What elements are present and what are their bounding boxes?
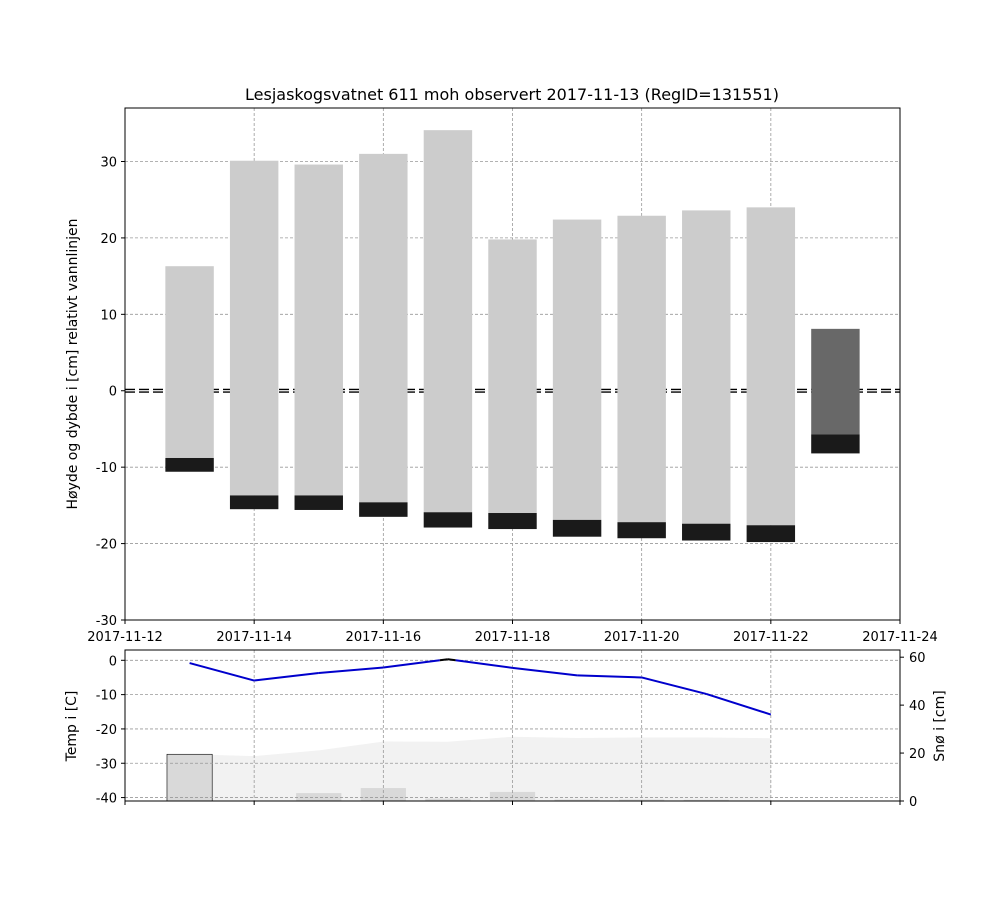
temperature-line (512, 666, 578, 677)
snow-bar (294, 164, 343, 496)
temperature-line (439, 658, 449, 662)
top-y-axis-label: Høyde og dybde i [cm] relativt vannlinje… (65, 218, 81, 509)
snow-bar (682, 210, 731, 524)
bottom-y2-tick-label: 60 (909, 651, 926, 666)
snow-bar (165, 266, 214, 458)
bottom-y-axis-label: Temp i [C] (64, 691, 80, 763)
bottom-y-tick-label: -20 (96, 723, 117, 738)
temperature-line (383, 659, 440, 669)
snow-bar (359, 153, 408, 503)
top-x-tick-label: 2017-11-24 (862, 630, 938, 645)
new-snow-bar (360, 788, 406, 801)
ice-bar (229, 495, 279, 510)
top-x-tick-label: 2017-11-12 (87, 630, 163, 645)
bottom-y2-tick-label: 0 (909, 795, 917, 810)
temperature-line (641, 676, 707, 695)
snow-bar (552, 219, 602, 520)
ice-bar (294, 495, 343, 510)
ice-bar (488, 513, 537, 530)
bottom-y-tick-label: -30 (96, 757, 117, 772)
top-x-tick-label: 2017-11-22 (733, 630, 809, 645)
ice-bar (552, 519, 602, 537)
bottom-y2-tick-label: 20 (909, 747, 926, 762)
slush-bar (811, 328, 860, 435)
temperature-line (577, 674, 642, 679)
top-y-tick-label: -30 (96, 614, 117, 629)
snow-bar (423, 130, 473, 513)
temperature-line (705, 692, 772, 716)
snow-depth-area (189, 736, 771, 801)
top-y-tick-label: 0 (109, 385, 117, 400)
ice-bar (617, 522, 666, 539)
top-y-tick-label: 30 (100, 155, 117, 170)
temperature-line (254, 671, 319, 682)
snow-bar (229, 160, 279, 496)
bottom-plot-frame (124, 649, 901, 802)
ice-bar (811, 434, 860, 454)
new-snow-bar (554, 799, 600, 801)
new-snow-bar (683, 799, 729, 801)
new-snow-bar (425, 798, 471, 801)
bottom-y2-axis-label: Snø i [cm] (932, 690, 948, 761)
bottom-y-tick-label: -10 (96, 689, 117, 704)
top-x-tick-label: 2017-11-20 (604, 630, 680, 645)
chart-title: Lesjaskogsvatnet 611 moh observert 2017-… (245, 85, 779, 104)
top-y-tick-label: 10 (100, 308, 117, 323)
temperature-line (318, 666, 384, 674)
bottom-y2-tick-label: 40 (909, 699, 926, 714)
temperature-line (455, 659, 513, 669)
ice-bar (165, 457, 214, 472)
ice-bar (423, 512, 473, 528)
ice-bar (359, 502, 408, 517)
snow-bar (617, 215, 666, 523)
temperature-line (447, 658, 456, 662)
top-y-tick-label: -10 (96, 461, 117, 476)
top-x-tick-label: 2017-11-18 (475, 630, 551, 645)
top-x-tick-label: 2017-11-16 (346, 630, 422, 645)
ice-bar (682, 523, 731, 541)
new-snow-bar (296, 793, 342, 801)
new-snow-bar (166, 753, 213, 802)
top-y-tick-label: -20 (96, 538, 117, 553)
snow-bar (746, 207, 796, 526)
bottom-y-tick-label: 0 (109, 654, 117, 669)
top-y-tick-label: 20 (100, 232, 117, 247)
bottom-y-tick-label: -40 (96, 792, 117, 807)
ice-bar (746, 525, 796, 543)
snow-bar (488, 239, 537, 514)
top-x-tick-label: 2017-11-14 (216, 630, 292, 645)
top-plot-frame (124, 107, 901, 621)
temperature-line (189, 662, 255, 682)
